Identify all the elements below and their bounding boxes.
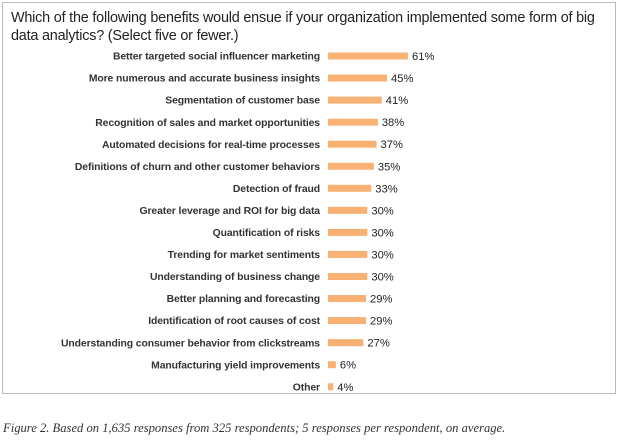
category-label: Quantification of risks bbox=[213, 228, 321, 239]
chart-frame: Which of the following benefits would en… bbox=[2, 2, 616, 394]
value-label: 29% bbox=[370, 294, 392, 306]
value-label: 33% bbox=[375, 183, 397, 195]
category-label: Understanding consumer behavior from cli… bbox=[61, 338, 320, 349]
bar bbox=[328, 383, 334, 391]
value-label: 4% bbox=[337, 382, 353, 393]
category-label: Definitions of churn and other customer … bbox=[75, 162, 320, 173]
bar bbox=[328, 361, 336, 369]
category-label: Recognition of sales and market opportun… bbox=[95, 118, 320, 129]
category-label: Understanding of business change bbox=[150, 272, 320, 283]
bar bbox=[328, 184, 372, 192]
value-label: 27% bbox=[367, 338, 389, 350]
category-label: Greater leverage and ROI for big data bbox=[139, 206, 320, 217]
value-label: 29% bbox=[370, 316, 392, 328]
bar bbox=[328, 228, 368, 236]
category-label: Better targeted social influencer market… bbox=[113, 52, 320, 63]
bar bbox=[328, 250, 368, 258]
bar bbox=[328, 96, 382, 104]
bar bbox=[328, 140, 377, 148]
value-label: 30% bbox=[371, 272, 393, 284]
category-label: Detection of fraud bbox=[233, 184, 320, 195]
category-label: Other bbox=[293, 382, 320, 393]
bar bbox=[328, 206, 368, 214]
bar bbox=[328, 317, 367, 325]
value-label: 6% bbox=[340, 360, 356, 372]
category-labels: Better targeted social influencer market… bbox=[61, 52, 321, 393]
category-label: Trending for market sentiments bbox=[168, 250, 321, 261]
category-label: More numerous and accurate business insi… bbox=[89, 74, 321, 85]
category-label: Manufacturing yield improvements bbox=[151, 360, 320, 371]
value-label: 38% bbox=[382, 117, 404, 129]
bar bbox=[328, 273, 368, 280]
chart-title: Which of the following benefits would en… bbox=[11, 10, 595, 44]
value-labels: 61% 45% 41% 38% 37% 35% 33% 30% 30% 30% 30% 29% 29% 2… bbox=[337, 51, 434, 393]
value-label: 35% bbox=[378, 161, 400, 173]
bar bbox=[328, 339, 364, 347]
value-label: 30% bbox=[371, 227, 393, 239]
value-label: 30% bbox=[371, 205, 393, 217]
category-label: Automated decisions for real-time proces… bbox=[102, 140, 320, 151]
value-label: 30% bbox=[371, 249, 393, 261]
value-label: 41% bbox=[386, 95, 408, 107]
bar bbox=[328, 52, 408, 60]
figure-caption: Figure 2. Based on 1,635 responses from … bbox=[3, 421, 506, 435]
category-label: Segmentation of customer base bbox=[165, 96, 320, 107]
bar bbox=[328, 118, 378, 126]
value-label: 61% bbox=[412, 51, 434, 63]
bar bbox=[328, 162, 374, 170]
category-label: Better planning and forecasting bbox=[167, 294, 320, 305]
bars bbox=[328, 52, 408, 391]
category-label: Identification of root causes of cost bbox=[148, 316, 320, 327]
bar bbox=[328, 74, 388, 82]
bar-chart: Better targeted social influencer market… bbox=[61, 51, 434, 393]
value-label: 45% bbox=[391, 73, 413, 85]
bar bbox=[328, 295, 367, 303]
value-label: 37% bbox=[381, 139, 403, 151]
